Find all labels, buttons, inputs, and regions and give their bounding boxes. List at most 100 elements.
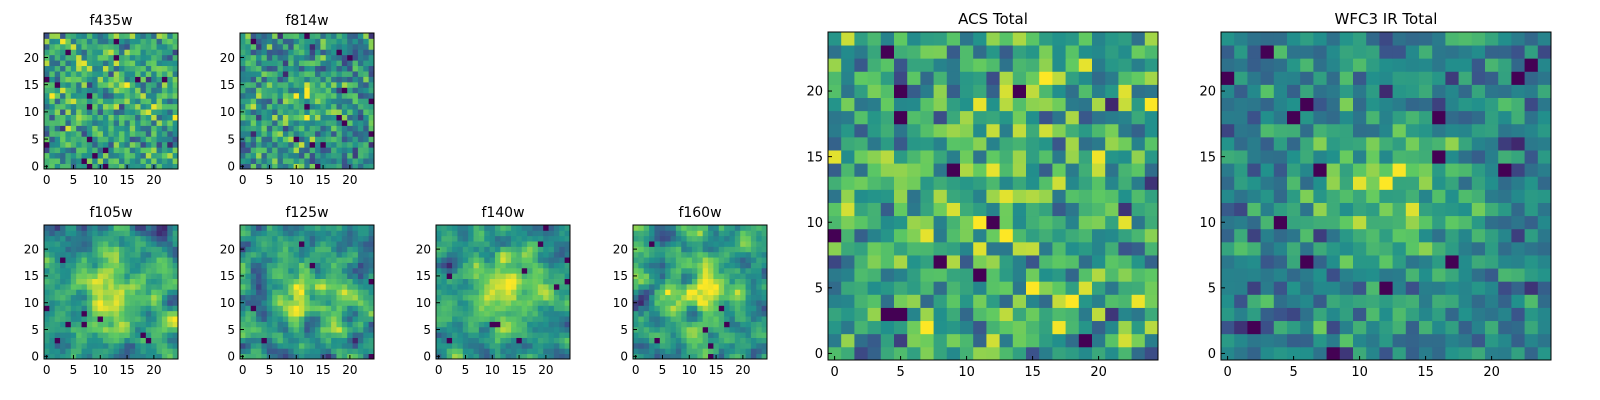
heatmap-cell [325, 125, 332, 132]
heatmap-cell [266, 114, 273, 121]
heatmap-cell [108, 33, 115, 39]
heatmap-cell [740, 225, 746, 231]
heatmap-cell [172, 332, 179, 338]
heatmap-cell [708, 230, 714, 237]
heatmap-cell [457, 353, 464, 360]
heatmap-cell [559, 353, 566, 360]
heatmap-cell [1445, 228, 1459, 243]
heatmap-cell [441, 294, 448, 301]
heatmap-cell [97, 71, 104, 77]
heatmap-cell [446, 283, 453, 290]
heatmap-cell [867, 123, 882, 138]
heatmap-cell [76, 92, 82, 99]
heatmap-cell [240, 65, 246, 72]
heatmap-cell [135, 321, 141, 328]
heatmap-cell [331, 267, 337, 274]
heatmap-cell [867, 84, 882, 98]
heatmap-cell [1471, 215, 1486, 230]
heatmap-cell [315, 130, 321, 137]
heatmap-cell [973, 281, 987, 295]
heatmap-cell [729, 283, 736, 290]
heatmap-cell [129, 337, 136, 344]
heatmap-cell [298, 147, 305, 154]
y-tick-label: 0 [620, 350, 628, 364]
heatmap-cell [140, 38, 147, 45]
heatmap-cell [298, 158, 305, 164]
heatmap-cell [245, 76, 252, 83]
heatmap-cell [70, 158, 77, 164]
heatmap-cell [473, 300, 480, 306]
heatmap-cell [1105, 294, 1119, 308]
heatmap-cell [659, 337, 666, 344]
heatmap-cell [167, 33, 174, 39]
heatmap-cell [102, 348, 109, 355]
heatmap-cell [76, 278, 82, 285]
heatmap-cell [1260, 176, 1275, 190]
heatmap-cell [304, 87, 311, 94]
heatmap-cell [543, 326, 549, 333]
heatmap-cell [352, 60, 359, 67]
heatmap-cell [92, 76, 98, 83]
heatmap-cell [347, 71, 353, 77]
heatmap-cell [145, 310, 152, 317]
heatmap-cell [756, 316, 763, 322]
heatmap-cell [1511, 136, 1525, 151]
heatmap-cell [325, 158, 332, 164]
heatmap-cell [129, 130, 136, 137]
heatmap-cell [894, 228, 908, 243]
heatmap-cell [352, 283, 359, 290]
heatmap-cell [272, 332, 278, 338]
heatmap-cell [880, 333, 895, 348]
heatmap-cell [272, 321, 278, 328]
heatmap-cell [102, 147, 109, 154]
heatmap-cell [172, 81, 179, 88]
heatmap-cell [511, 326, 517, 333]
heatmap-cell [1326, 163, 1341, 177]
heatmap-cell [60, 241, 66, 247]
heatmap-cell [124, 332, 131, 338]
heatmap-cell [70, 71, 77, 77]
heatmap-cell [309, 225, 316, 231]
heatmap-cell [341, 54, 348, 61]
heatmap-cell [320, 130, 327, 137]
heatmap-cell [54, 342, 61, 349]
heatmap-cell [156, 278, 163, 285]
heatmap-cell [1300, 294, 1314, 308]
heatmap-cell [288, 120, 294, 126]
heatmap-cell [564, 230, 571, 237]
heatmap-cell [1419, 163, 1433, 177]
heatmap-cell [54, 267, 61, 274]
heatmap-cell [718, 337, 725, 344]
heatmap-cell [553, 246, 560, 253]
heatmap-cell [347, 136, 353, 143]
heatmap-cell [724, 230, 730, 237]
heatmap-cell [320, 147, 327, 154]
heatmap-cell [946, 58, 961, 72]
heatmap-cell [729, 353, 736, 360]
heatmap-cell [1458, 255, 1473, 269]
heatmap-cell [49, 130, 56, 137]
heatmap-cell [266, 300, 273, 306]
heatmap-cell [357, 332, 364, 338]
heatmap-cell [478, 257, 485, 263]
heatmap-cell [357, 136, 364, 143]
heatmap-cell [697, 353, 704, 360]
heatmap-cell [315, 71, 321, 77]
heatmap-cell [675, 310, 682, 317]
heatmap-cell [564, 273, 571, 279]
heatmap-cell [1511, 163, 1525, 177]
heatmap-cell [543, 300, 549, 306]
heatmap-cell [756, 267, 763, 274]
heatmap-cell [734, 267, 741, 274]
heatmap-cell [256, 158, 262, 164]
heatmap-cell [1026, 268, 1040, 282]
heatmap-cell [65, 257, 72, 263]
heatmap-cell [65, 38, 72, 45]
heatmap-cell [60, 158, 66, 164]
heatmap-cell [1353, 294, 1367, 308]
heatmap-cell [60, 337, 66, 344]
heatmap-cell [352, 65, 359, 72]
heatmap-cell [1131, 97, 1146, 112]
heatmap-cell [489, 251, 496, 258]
heatmap-cell [135, 310, 141, 317]
